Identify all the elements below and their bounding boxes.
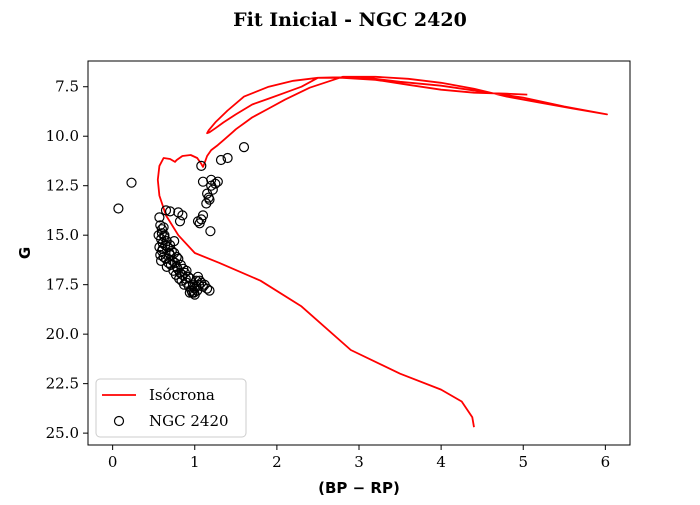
cluster-point: [183, 271, 194, 282]
y-tick-label: 12.5: [46, 177, 79, 195]
legend-box: [95, 378, 247, 438]
x-tick-label: 0: [108, 453, 118, 471]
cluster-point: [196, 160, 207, 171]
x-tick-label: 6: [601, 453, 611, 471]
x-axis-label: (BP − RP): [318, 479, 400, 497]
cluster-point: [204, 194, 215, 205]
legend-cluster-label: NGC 2420: [149, 412, 229, 430]
cluster-point: [174, 216, 186, 227]
cluster-point: [194, 218, 205, 229]
cluster-point: [173, 253, 184, 264]
cluster-point: [181, 265, 192, 276]
y-axis-label: G: [16, 247, 34, 259]
y-tick-label: 20.0: [46, 325, 79, 343]
chart-title: Fit Inicial - NGC 2420: [233, 9, 467, 31]
cluster-point: [215, 154, 227, 166]
cluster-point: [113, 203, 124, 214]
x-tick-label: 5: [518, 453, 528, 471]
legend: Isócrona NGC 2420: [95, 378, 247, 438]
cluster-point: [159, 230, 170, 241]
legend-cluster-swatch: [113, 415, 125, 427]
cluster-point: [158, 222, 169, 233]
cluster-point: [192, 216, 204, 227]
x-tick-label: 4: [436, 453, 446, 471]
y-axis: 7.5 10.0 12.5 15.0 17.5 20.0 22.5 25.0: [46, 78, 88, 442]
y-tick-label: 25.0: [46, 424, 79, 442]
y-tick-label: 10.0: [46, 127, 79, 145]
isochrone-line: [156, 75, 608, 428]
plot-area: [113, 75, 608, 428]
y-tick-label: 22.5: [46, 375, 79, 393]
x-tick-label: 1: [190, 453, 200, 471]
x-axis: 0 1 2 3 4 5 6: [108, 445, 610, 471]
cluster-point: [238, 142, 250, 153]
cluster-point: [156, 228, 167, 239]
x-tick-label: 2: [272, 453, 282, 471]
cluster-point: [206, 180, 217, 191]
y-tick-label: 7.5: [55, 78, 79, 96]
cluster-point: [154, 212, 165, 223]
x-tick-label: 3: [354, 453, 364, 471]
legend-isochrone-label: Isócrona: [149, 386, 215, 404]
cluster-point: [205, 226, 216, 237]
y-tick-label: 15.0: [46, 226, 79, 244]
cluster-point: [165, 206, 176, 217]
cluster-point: [191, 275, 202, 286]
cluster-point: [165, 240, 176, 251]
cluster-point: [204, 285, 215, 296]
cluster-point: [126, 177, 137, 188]
cluster-point: [177, 210, 188, 221]
cluster-point: [187, 287, 198, 298]
cluster-point: [160, 205, 172, 216]
cluster-point: [202, 283, 213, 294]
y-tick-label: 17.5: [46, 276, 79, 294]
cluster-point: [171, 261, 182, 272]
cluster-point: [171, 251, 182, 263]
cluster-point: [184, 287, 195, 298]
cluster-point: [222, 152, 233, 164]
